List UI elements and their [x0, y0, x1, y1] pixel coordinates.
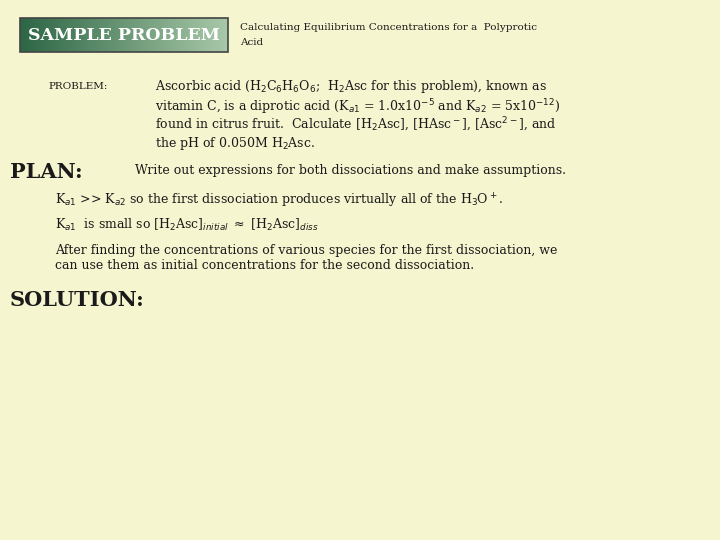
- Text: SAMPLE PROBLEM: SAMPLE PROBLEM: [28, 26, 220, 44]
- Text: K$_{a1}$  is small so [H$_2$Asc]$_{initial}$ $\approx$ [H$_2$Asc]$_{diss}$: K$_{a1}$ is small so [H$_2$Asc]$_{initia…: [55, 217, 319, 233]
- Text: After finding the concentrations of various species for the first dissociation, : After finding the concentrations of vari…: [55, 244, 557, 257]
- Text: PROBLEM:: PROBLEM:: [48, 82, 107, 91]
- Text: Acid: Acid: [240, 38, 263, 47]
- Text: K$_{a1}$ >> K$_{a2}$ so the first dissociation produces virtually all of the H$_: K$_{a1}$ >> K$_{a2}$ so the first dissoc…: [55, 192, 503, 210]
- Text: found in citrus fruit.  Calculate [H$_2$Asc], [HAsc$^-$], [Asc$^{2-}$], and: found in citrus fruit. Calculate [H$_2$A…: [155, 116, 557, 134]
- Text: PLAN:: PLAN:: [10, 162, 83, 182]
- Text: the pH of 0.050M H$_2$Asc.: the pH of 0.050M H$_2$Asc.: [155, 135, 315, 152]
- Text: Calculating Equilibrium Concentrations for a  Polyprotic: Calculating Equilibrium Concentrations f…: [240, 23, 537, 32]
- Text: SOLUTION:: SOLUTION:: [10, 290, 145, 310]
- Text: vitamin C, is a diprotic acid (K$_{a1}$ = 1.0x10$^{-5}$ and K$_{a2}$ = 5x10$^{-1: vitamin C, is a diprotic acid (K$_{a1}$ …: [155, 97, 560, 117]
- Bar: [20, 18, 228, 52]
- Text: can use them as initial concentrations for the second dissociation.: can use them as initial concentrations f…: [55, 259, 474, 272]
- Text: Write out expressions for both dissociations and make assumptions.: Write out expressions for both dissociat…: [135, 164, 566, 177]
- Text: Ascorbic acid (H$_2$C$_6$H$_6$O$_6$;  H$_2$Asc for this problem), known as: Ascorbic acid (H$_2$C$_6$H$_6$O$_6$; H$_…: [155, 78, 546, 95]
